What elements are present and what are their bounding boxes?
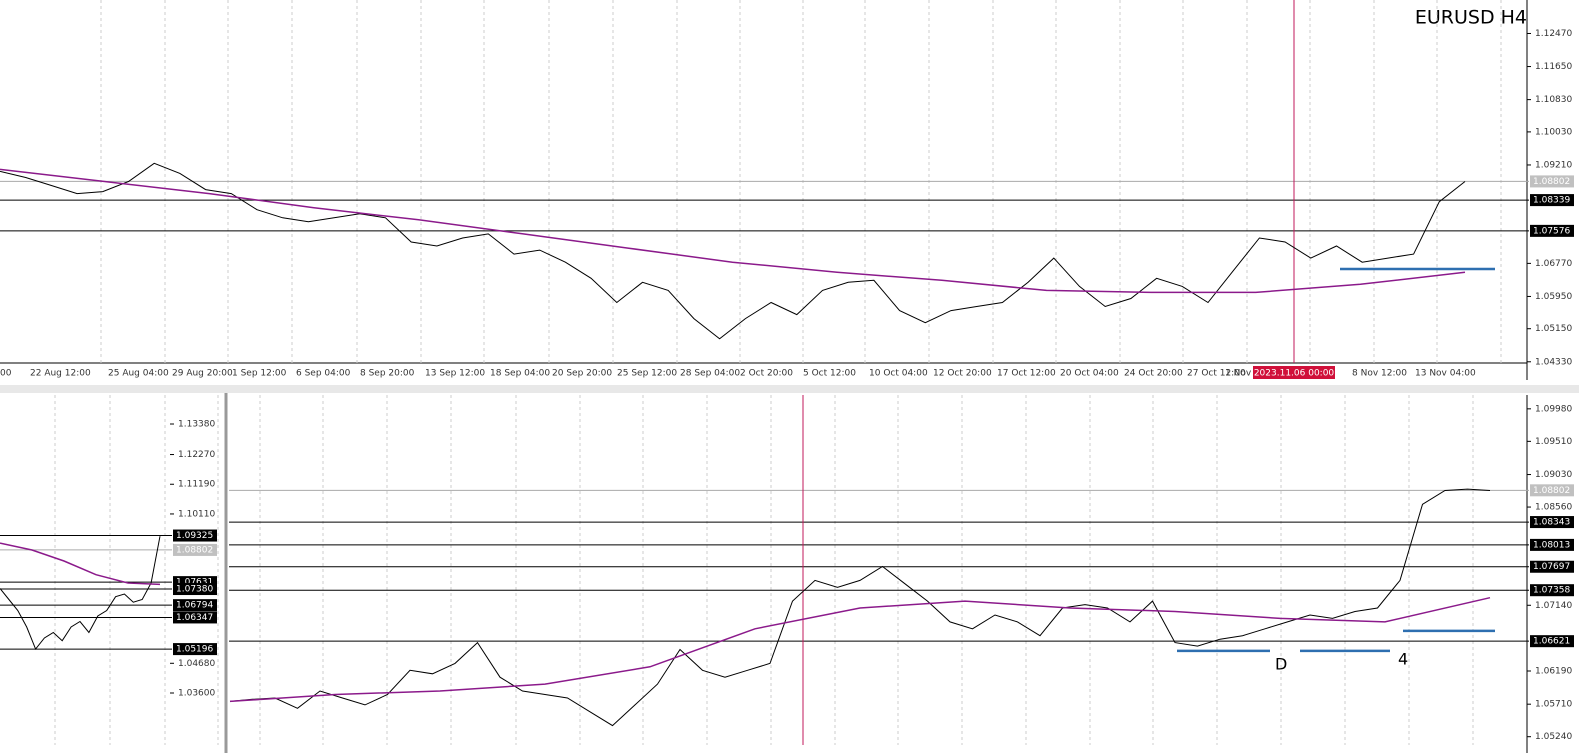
price-level-label: 1.08802: [176, 545, 213, 555]
price-level-label: 1.07358: [1533, 586, 1570, 596]
price-level-label: 1.08802: [1533, 486, 1570, 496]
price-series: [229, 488, 1491, 727]
price-label-bg: [1530, 584, 1574, 597]
y-tick-label: 1.09980: [1535, 404, 1572, 414]
y-tick-label: 1.05710: [1535, 700, 1572, 710]
price-series: [0, 162, 1466, 340]
y-tick-label: 1.12470: [1535, 29, 1572, 39]
time-label: 13 Nov 04:00: [1415, 369, 1476, 379]
time-label: 10 Oct 04:00: [869, 369, 928, 379]
price-label-bg: [1530, 484, 1574, 497]
price-label-bg: [173, 529, 217, 542]
price-level-label: 1.08013: [1533, 540, 1570, 550]
y-tick-label: 1.06770: [1535, 259, 1572, 269]
price-label-bg: [173, 599, 217, 612]
cursor-time-bg: [1253, 366, 1335, 379]
price-label-bg: [173, 543, 217, 556]
price-level-label: 1.07380: [176, 585, 213, 595]
price-level-label: 1.09325: [176, 531, 213, 541]
price-label-bg: [1530, 560, 1574, 573]
y-tick-label: 1.03600: [178, 688, 215, 698]
y-tick-label: 1.10830: [1535, 95, 1572, 105]
y-tick-label: 1.13380: [178, 420, 215, 430]
time-label: 8 Sep 20:00: [360, 369, 415, 379]
price-level-label: 1.08802: [1533, 177, 1570, 187]
time-label: 18 Sep 04:00: [490, 369, 550, 379]
time-label: 28 Sep 04:00: [680, 369, 740, 379]
price-series: [0, 536, 161, 650]
y-tick-label: 1.09210: [1535, 160, 1572, 170]
time-label: 17 Oct 12:00: [997, 369, 1056, 379]
cursor-time-label: 2023.11.06 00:00: [1254, 369, 1335, 379]
price-level-label: 1.06347: [176, 613, 213, 623]
price-series: [0, 168, 1466, 294]
price-level-label: 1.08343: [1533, 518, 1570, 528]
y-tick-label: 1.11190: [178, 480, 215, 490]
time-label: 20 Oct 04:00: [1060, 369, 1119, 379]
y-tick-label: 1.11650: [1535, 62, 1572, 72]
y-tick-label: 1.10110: [178, 509, 215, 519]
y-tick-label: 1.09510: [1535, 437, 1572, 447]
time-label: 25 Aug 04:00: [108, 369, 169, 379]
price-label-bg: [1530, 516, 1574, 529]
price-label-bg: [173, 583, 217, 596]
price-level-label: 1.07631: [176, 578, 213, 588]
time-label: 25 Sep 12:00: [617, 369, 677, 379]
time-label: 29 Aug 20:00: [172, 369, 233, 379]
price-level-label: 1.07697: [1533, 562, 1570, 572]
time-label: 22 Aug 12:00: [30, 369, 91, 379]
price-label-bg: [1530, 175, 1574, 188]
time-label: 27 Oct 12:00: [1187, 369, 1246, 379]
price-label-bg: [1530, 635, 1574, 648]
symbol-title: EURUSD H4: [1415, 7, 1527, 29]
y-tick-label: 1.10030: [1535, 127, 1572, 137]
price-label-bg: [1530, 194, 1574, 207]
time-label: 2 Oct 20:00: [740, 369, 793, 379]
y-tick-label: 1.04680: [178, 659, 215, 669]
time-label: 20 Sep 20:00: [552, 369, 612, 379]
y-tick-label: 1.04330: [1535, 357, 1572, 367]
annotation: D: [1275, 655, 1287, 674]
y-tick-label: 1.08560: [1535, 503, 1572, 513]
time-label: 13 Sep 12:00: [425, 369, 485, 379]
time-label: 24 Oct 20:00: [1124, 369, 1183, 379]
time-label: 00: [0, 369, 12, 379]
time-label: 1 Sep 12:00: [232, 369, 287, 379]
price-series: [0, 542, 161, 586]
price-label-bg: [1530, 538, 1574, 551]
time-label: 8 Nov 12:00: [1352, 369, 1407, 379]
time-label: 12 Oct 20:00: [933, 369, 992, 379]
y-tick-label: 1.12270: [178, 450, 215, 460]
y-tick-label: 1.05950: [1535, 292, 1572, 302]
price-level-label: 1.07576: [1533, 226, 1570, 236]
price-label-bg: [1530, 224, 1574, 237]
time-label: 5 Oct 12:00: [803, 369, 856, 379]
price-label-bg: [173, 643, 217, 656]
y-tick-label: 1.05150: [1535, 324, 1572, 334]
price-level-label: 1.06621: [1533, 637, 1570, 647]
price-level-label: 1.08339: [1533, 196, 1570, 206]
price-label-bg: [173, 611, 217, 624]
price-level-label: 1.06794: [176, 601, 213, 611]
y-tick-label: 1.05240: [1535, 732, 1572, 742]
divider: [0, 385, 1579, 393]
y-tick-label: 1.09030: [1535, 470, 1572, 480]
price-level-label: 1.05196: [176, 645, 213, 655]
time-label: 6 Sep 04:00: [296, 369, 351, 379]
y-tick-label: 1.06190: [1535, 666, 1572, 676]
annotation: 4: [1398, 650, 1408, 669]
time-label: 1 Nov: [1225, 369, 1252, 379]
price-series: [229, 596, 1491, 703]
y-tick-label: 1.07140: [1535, 601, 1572, 611]
